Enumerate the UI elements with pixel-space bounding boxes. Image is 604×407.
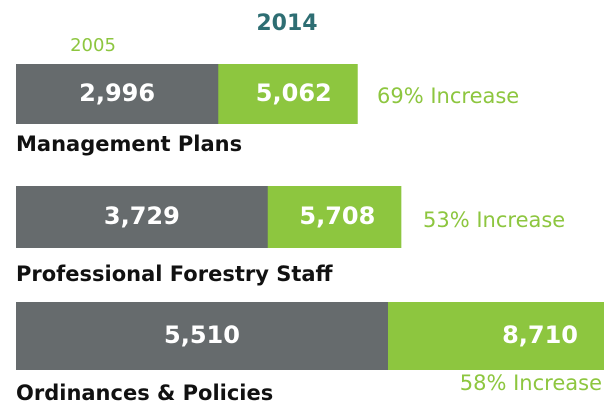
category-label: Management Plans	[16, 132, 242, 156]
bar-2005	[16, 186, 268, 248]
increase-annotation: 69% Increase	[377, 84, 519, 108]
increase-annotation: 53% Increase	[423, 208, 565, 232]
value-label-2005: 5,510	[164, 321, 240, 349]
bar-2005	[16, 64, 219, 124]
category-label: Ordinances & Policies	[16, 381, 273, 405]
legend-2005: 2005	[70, 35, 116, 56]
value-label-2014: 8,710	[502, 321, 578, 349]
bar-2005	[16, 302, 388, 370]
increase-annotation: 58% Increase	[460, 371, 602, 395]
category-label: Professional Forestry Staff	[16, 262, 334, 286]
value-label-2005: 2,996	[79, 79, 155, 107]
value-label-2014: 5,708	[299, 202, 375, 230]
value-label-2014: 5,062	[256, 79, 332, 107]
legend-2014: 2014	[256, 11, 317, 36]
value-label-2005: 3,729	[104, 202, 180, 230]
